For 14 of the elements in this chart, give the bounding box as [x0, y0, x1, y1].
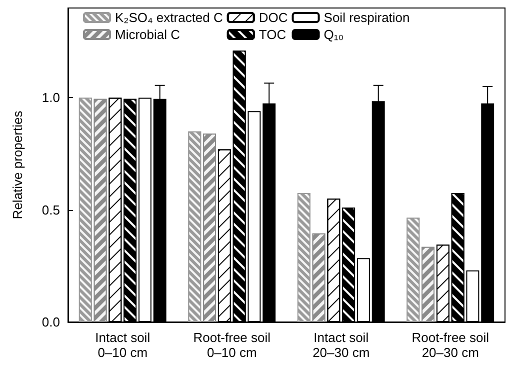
x-tick-label: Root-free soil 20–30 cm	[412, 330, 490, 360]
y-axis-title: Relative properties	[10, 110, 25, 220]
x-tick-label: Intact soil 0–10 cm	[95, 330, 150, 360]
y-tick-label: 0.0	[42, 314, 60, 330]
legend-label: TOC	[258, 27, 286, 42]
legend-label: K₂SO₄ extracted C	[115, 10, 223, 25]
legend-label: Microbial C	[115, 27, 180, 42]
legend-label: DOC	[258, 10, 288, 25]
x-tick-label: Intact soil 20–30 cm	[312, 330, 370, 360]
legend-label: Soil respiration	[324, 10, 410, 25]
y-tick-label: 1.0	[42, 90, 60, 106]
y-tick-label: 0.5	[42, 202, 60, 218]
x-tick-label: Root-free soil 0–10 cm	[193, 330, 271, 360]
legend-label: Q₁₀	[324, 27, 344, 42]
